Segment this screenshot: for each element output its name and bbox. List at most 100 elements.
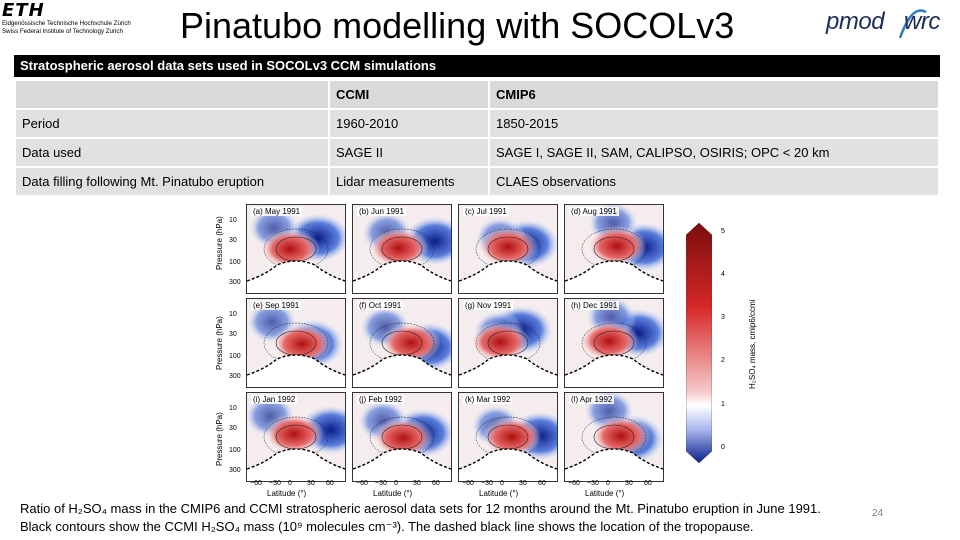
caption-line-1: Ratio of H₂SO₄ mass in the CMIP6 and CCM… [20, 501, 821, 516]
x-tick-label: −30 [269, 480, 281, 487]
colorbar-tick: 2 [721, 357, 725, 364]
aerosol-data-table: CCMI CMIP6 Period 1960-2010 1850-2015 Da… [14, 79, 940, 197]
x-tick-label: 0 [500, 480, 504, 487]
x-tick-label: −60 [568, 480, 580, 487]
y-tick-label: 30 [229, 237, 237, 244]
panel-map [459, 205, 557, 293]
panel-map [247, 393, 345, 481]
y-tick-label: 10 [229, 311, 237, 318]
x-tick-label: 30 [307, 480, 315, 487]
panel-map [565, 205, 663, 293]
x-tick-label: −30 [587, 480, 599, 487]
figure-panel: (g) Nov 1991 [458, 298, 558, 388]
panel-map [353, 299, 451, 387]
panel-title: (g) Nov 1991 [463, 301, 514, 310]
x-axis-label-3: Latitude (°) [479, 489, 519, 498]
panel-title: (b) Jun 1991 [357, 207, 406, 216]
colorbar-label: H₂SO₄ mass, cmip6/ccmi [748, 299, 757, 390]
table-row: Data used SAGE II SAGE I, SAGE II, SAM, … [14, 137, 940, 168]
figure-panel: (f) Oct 1991 [352, 298, 452, 388]
page-number: 24 [872, 508, 884, 519]
eth-logo: ETH Eidgenössische Technische Hochschule… [2, 2, 162, 38]
slide-title: Pinatubo modelling with SOCOLv3 [180, 5, 735, 46]
colorbar-tick: 1 [721, 401, 725, 408]
x-tick-label: 30 [413, 480, 421, 487]
x-tick-label: 60 [538, 480, 546, 487]
table-header-cell [14, 79, 330, 110]
y-tick-label: 10 [229, 405, 237, 412]
table-cell: CLAES observations [488, 166, 940, 197]
panel-map [565, 299, 663, 387]
x-tick-label: −60 [250, 480, 262, 487]
table-cell: SAGE II [328, 137, 490, 168]
y-axis-label-row1: Pressure (hPa) [215, 216, 224, 270]
y-tick-label: 100 [229, 353, 241, 360]
caption-line-2: Black contours show the CCMI H₂SO₄ mass … [20, 519, 754, 534]
table-header-row: CCMI CMIP6 [14, 79, 940, 110]
figure-caption: Ratio of H₂SO₄ mass in the CMIP6 and CCM… [20, 500, 940, 536]
y-tick-label: 100 [229, 259, 241, 266]
y-tick-label: 100 [229, 447, 241, 454]
figure-panel: (j) Feb 1992 [352, 392, 452, 482]
eth-logo-word: ETH [2, 0, 45, 21]
figure-panel: (k) Mar 1992 [458, 392, 558, 482]
eth-logo-line1: Eidgenössische Technische Hochschule Zür… [2, 20, 131, 27]
figure-panel: (i) Jan 1992 [246, 392, 346, 482]
panel-map [459, 393, 557, 481]
figure-panel: (h) Dec 1991 [564, 298, 664, 388]
panel-map [353, 393, 451, 481]
x-tick-label: 60 [432, 480, 440, 487]
panel-title: (l) Apr 1992 [569, 395, 615, 404]
x-axis-label-2: Latitude (°) [373, 489, 413, 498]
x-axis-label-4: Latitude (°) [585, 489, 625, 498]
figure-panel: (d) Aug 1991 [564, 204, 664, 294]
eth-logo-line2: Swiss Federal Institute of Technology Zu… [2, 27, 123, 35]
table-row: Data filling following Mt. Pinatubo erup… [14, 166, 940, 197]
table-cell: Period [14, 108, 330, 139]
panel-title: (k) Mar 1992 [463, 395, 513, 404]
y-axis-label-row3: Pressure (hPa) [215, 412, 224, 466]
colorbar-tick: 4 [721, 271, 725, 278]
colorbar-tick: 3 [721, 314, 725, 321]
panel-map [353, 205, 451, 293]
x-tick-label: 60 [644, 480, 652, 487]
panel-title: (d) Aug 1991 [569, 207, 619, 216]
figure-panel: (l) Apr 1992 [564, 392, 664, 482]
pmod-logo-text: pmod [826, 8, 885, 35]
wrc-logo-text: wrc [904, 8, 940, 35]
colorbar [686, 223, 712, 463]
panel-title: (h) Dec 1991 [569, 301, 620, 310]
x-tick-label: 0 [606, 480, 610, 487]
colorbar-tick: 5 [721, 228, 725, 235]
table-cell: 1850-2015 [488, 108, 940, 139]
y-tick-label: 300 [229, 279, 241, 286]
colorbar-tick: 0 [721, 444, 725, 451]
table-header-cmip6: CMIP6 [488, 79, 940, 110]
panel-map [565, 393, 663, 481]
pmod-arc-icon [898, 9, 927, 39]
x-tick-label: −60 [356, 480, 368, 487]
figure-panel: (b) Jun 1991 [352, 204, 452, 294]
panel-title: (j) Feb 1992 [357, 395, 405, 404]
table-cell: 1960-2010 [328, 108, 490, 139]
panel-map [459, 299, 557, 387]
panel-map [247, 299, 345, 387]
table-cell: Data filling following Mt. Pinatubo erup… [14, 166, 330, 197]
y-tick-label: 10 [229, 217, 237, 224]
y-tick-label: 30 [229, 425, 237, 432]
panel-title: (c) Jul 1991 [463, 207, 509, 216]
y-tick-label: 300 [229, 467, 241, 474]
x-tick-label: 30 [519, 480, 527, 487]
figure-panel: (a) May 1991 [246, 204, 346, 294]
table-caption: Stratospheric aerosol data sets used in … [14, 55, 940, 77]
x-tick-label: 0 [394, 480, 398, 487]
table-row: Period 1960-2010 1850-2015 [14, 108, 940, 139]
panel-map [247, 205, 345, 293]
panel-title: (i) Jan 1992 [251, 395, 298, 404]
x-axis-label-1: Latitude (°) [267, 489, 307, 498]
x-tick-label: −30 [481, 480, 493, 487]
figure-panel: (c) Jul 1991 [458, 204, 558, 294]
table-header-ccmi: CCMI [328, 79, 490, 110]
x-tick-label: 30 [625, 480, 633, 487]
panel-title: (a) May 1991 [251, 207, 303, 216]
